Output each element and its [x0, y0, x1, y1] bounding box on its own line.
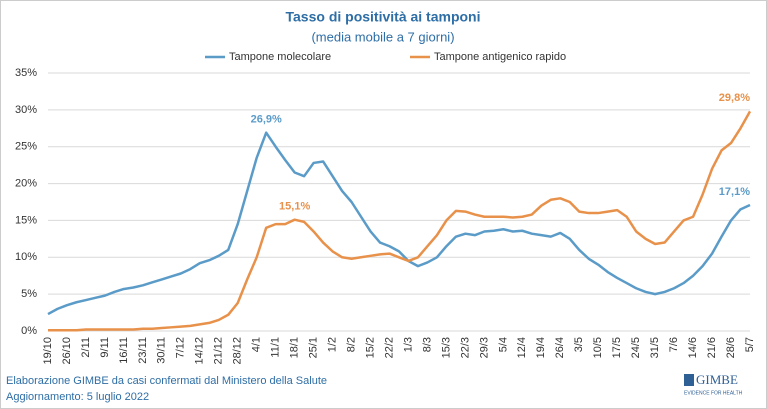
x-tick-label: 23/11: [137, 337, 149, 364]
x-tick-label: 4/1: [251, 337, 263, 352]
x-tick-label: 28/12: [232, 337, 244, 365]
x-tick-label: 11/1: [270, 337, 282, 358]
update-note: Aggiornamento: 5 luglio 2022: [6, 391, 149, 403]
x-tick-label: 14/12: [194, 337, 206, 365]
series-line: [48, 110, 752, 332]
value-label: 17,1%: [719, 186, 750, 198]
value-label: 26,9%: [251, 114, 282, 126]
x-tick-label: 3/5: [573, 337, 585, 352]
x-tick-label: 21/12: [213, 337, 225, 365]
x-tick-label: 26/10: [61, 337, 73, 365]
series-line: [47, 131, 751, 316]
x-tick-label: 1/3: [402, 337, 414, 352]
x-tick-label: 12/4: [516, 337, 528, 358]
x-tick-label: 16/11: [118, 337, 130, 364]
x-tick-label: 15/3: [440, 337, 452, 358]
y-tick-label: 10%: [15, 251, 37, 263]
x-tick-label: 22/2: [383, 337, 395, 358]
x-tick-label: 18/1: [289, 337, 301, 358]
x-tick-label: 17/5: [611, 337, 623, 358]
x-tick-label: 29/3: [478, 337, 490, 358]
x-tick-label: 22/3: [459, 337, 471, 358]
y-tick-label: 5%: [21, 288, 37, 300]
x-tick-label: 7/12: [175, 337, 187, 358]
x-tick-label: 10/5: [592, 337, 604, 358]
legend-label: Tampone antigenico rapido: [434, 51, 566, 63]
x-tick-label: 15/2: [364, 337, 376, 358]
x-tick-label: 7/6: [668, 337, 680, 352]
x-tick-label: 2/11: [80, 337, 92, 358]
x-tick-label: 9/11: [99, 337, 111, 358]
legend-label: Tampone molecolare: [229, 51, 331, 63]
source-note: Elaborazione GIMBE da casi confermati da…: [6, 375, 327, 387]
chart-title: Tasso di positività ai tamponi: [286, 9, 481, 25]
x-tick-label: 28/6: [725, 337, 737, 358]
value-label: 15,1%: [279, 201, 310, 213]
x-tick-label: 25/1: [308, 337, 320, 358]
x-tick-label: 24/5: [630, 337, 642, 358]
logo-tagline: EVIDENCE FOR HEALTH: [684, 390, 743, 396]
logo-icon: [684, 374, 694, 386]
chart-subtitle: (media mobile a 7 giorni): [311, 29, 454, 44]
x-tick-label: 19/10: [42, 337, 54, 365]
x-tick-label: 5/4: [497, 337, 509, 352]
x-tick-label: 8/3: [421, 337, 433, 352]
y-tick-label: 25%: [15, 141, 37, 153]
x-tick-label: 19/4: [535, 337, 547, 358]
value-label: 29,8%: [719, 92, 750, 104]
x-tick-label: 31/5: [649, 337, 661, 358]
y-tick-label: 35%: [15, 67, 37, 79]
x-tick-label: 8/2: [345, 337, 357, 352]
logo: GIMBE: [696, 372, 738, 387]
x-tick-label: 21/6: [706, 337, 718, 358]
x-tick-label: 1/2: [327, 337, 339, 352]
x-tick-label: 14/6: [687, 337, 699, 358]
x-tick-label: 30/11: [156, 337, 168, 364]
y-tick-label: 15%: [15, 214, 37, 226]
x-tick-label: 26/4: [554, 337, 566, 358]
y-tick-label: 0%: [21, 325, 37, 337]
y-tick-label: 30%: [15, 104, 37, 116]
x-tick-label: 5/7: [744, 337, 756, 352]
y-tick-label: 20%: [15, 177, 37, 189]
